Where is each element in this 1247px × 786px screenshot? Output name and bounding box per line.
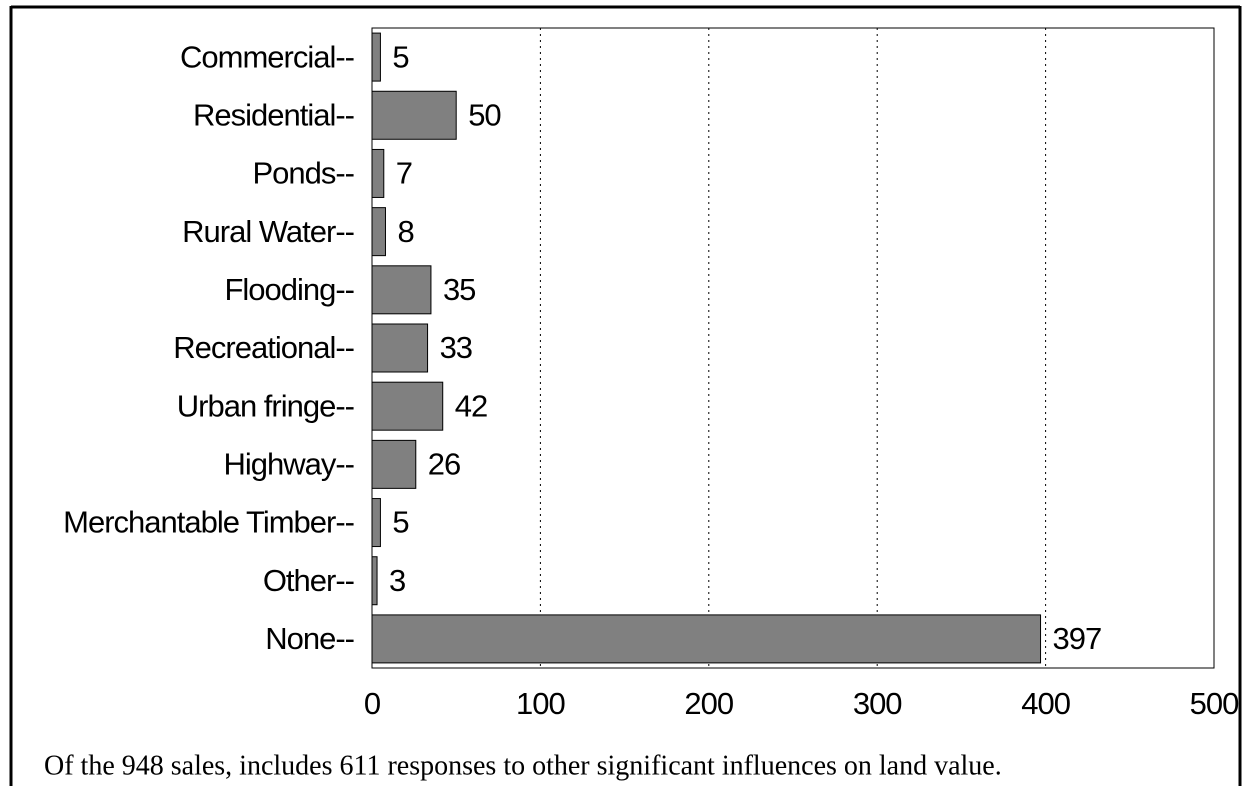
y-tick-label: Residential-- [193, 97, 354, 132]
x-tick-label: 0 [364, 686, 381, 721]
x-tick-label: 500 [1190, 686, 1239, 721]
caption: Of the 948 sales, includes 611 responses… [44, 750, 1002, 781]
y-tick-label: Recreational-- [173, 330, 354, 365]
value-label: 50 [468, 97, 501, 132]
bar [371, 614, 1042, 664]
x-tick-label: 400 [1021, 686, 1070, 721]
bar [371, 148, 385, 198]
x-tick-label: 200 [684, 686, 733, 721]
y-tick-label: Urban fringe-- [177, 388, 354, 423]
bar [371, 323, 429, 373]
y-tick-label: Highway-- [223, 447, 354, 482]
y-tick-label: Merchantable Timber-- [63, 505, 354, 540]
bar [371, 498, 381, 548]
bar [371, 265, 432, 315]
bar [371, 556, 378, 606]
value-label: 5 [392, 505, 408, 540]
x-tick-label: 300 [853, 686, 902, 721]
value-label: 26 [428, 447, 460, 482]
value-label: 397 [1053, 621, 1102, 656]
bar [371, 207, 386, 257]
value-label: 7 [396, 156, 412, 191]
value-label: 3 [389, 563, 405, 598]
bar [371, 439, 417, 489]
value-label: 5 [392, 39, 408, 74]
y-tick-label: Other-- [263, 563, 354, 598]
y-tick-label: None-- [265, 621, 354, 656]
bar [371, 381, 444, 431]
y-tick-label: Flooding-- [224, 272, 354, 307]
bar [371, 32, 381, 82]
value-label: 8 [397, 214, 413, 249]
value-label: 33 [440, 330, 472, 365]
y-tick-label: Commercial-- [180, 39, 354, 74]
bar [371, 90, 457, 140]
x-tick-label: 100 [516, 686, 565, 721]
y-tick-label: Ponds-- [252, 156, 354, 191]
value-label: 42 [455, 388, 487, 423]
y-tick-label: Rural Water-- [182, 214, 354, 249]
value-label: 35 [443, 272, 475, 307]
